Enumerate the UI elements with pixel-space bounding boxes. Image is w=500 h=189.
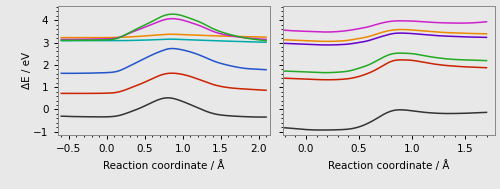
Y-axis label: ΔE / eV: ΔE / eV [22, 52, 32, 89]
X-axis label: Reaction coordinate / Å: Reaction coordinate / Å [103, 160, 224, 171]
X-axis label: Reaction coordinate / Å: Reaction coordinate / Å [328, 160, 450, 171]
